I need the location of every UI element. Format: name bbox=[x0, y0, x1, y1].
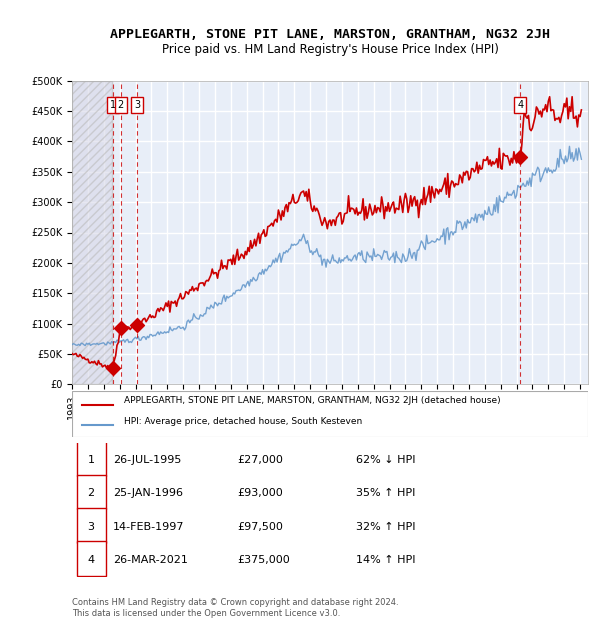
Text: 2: 2 bbox=[118, 100, 124, 110]
Text: HPI: Average price, detached house, South Kesteven: HPI: Average price, detached house, Sout… bbox=[124, 417, 362, 427]
FancyBboxPatch shape bbox=[77, 508, 106, 542]
Text: 26-JUL-1995: 26-JUL-1995 bbox=[113, 455, 182, 465]
Text: 2: 2 bbox=[88, 489, 95, 498]
Bar bbox=[72, 81, 112, 384]
Text: 4: 4 bbox=[517, 100, 523, 110]
Text: £27,000: £27,000 bbox=[237, 455, 283, 465]
FancyBboxPatch shape bbox=[77, 541, 106, 576]
Text: Price paid vs. HM Land Registry's House Price Index (HPI): Price paid vs. HM Land Registry's House … bbox=[161, 43, 499, 56]
Text: £93,000: £93,000 bbox=[237, 489, 283, 498]
Text: 14% ↑ HPI: 14% ↑ HPI bbox=[356, 555, 415, 565]
Text: 3: 3 bbox=[88, 521, 95, 531]
Point bbox=[108, 363, 118, 373]
Text: 3: 3 bbox=[134, 100, 140, 110]
Text: Contains HM Land Registry data © Crown copyright and database right 2024.
This d: Contains HM Land Registry data © Crown c… bbox=[72, 598, 398, 618]
Point bbox=[133, 320, 142, 330]
FancyBboxPatch shape bbox=[72, 391, 588, 437]
FancyBboxPatch shape bbox=[77, 441, 106, 476]
Text: 35% ↑ HPI: 35% ↑ HPI bbox=[356, 489, 415, 498]
FancyBboxPatch shape bbox=[77, 475, 106, 509]
Text: £97,500: £97,500 bbox=[237, 521, 283, 531]
Text: APPLEGARTH, STONE PIT LANE, MARSTON, GRANTHAM, NG32 2JH: APPLEGARTH, STONE PIT LANE, MARSTON, GRA… bbox=[110, 28, 550, 41]
Text: £375,000: £375,000 bbox=[237, 555, 290, 565]
Text: 4: 4 bbox=[88, 555, 95, 565]
Text: 26-MAR-2021: 26-MAR-2021 bbox=[113, 555, 188, 565]
Text: 1: 1 bbox=[110, 100, 116, 110]
Text: 1: 1 bbox=[88, 455, 95, 465]
Text: 14-FEB-1997: 14-FEB-1997 bbox=[113, 521, 185, 531]
Point bbox=[515, 152, 525, 162]
Text: 62% ↓ HPI: 62% ↓ HPI bbox=[356, 455, 415, 465]
Text: APPLEGARTH, STONE PIT LANE, MARSTON, GRANTHAM, NG32 2JH (detached house): APPLEGARTH, STONE PIT LANE, MARSTON, GRA… bbox=[124, 396, 500, 405]
Text: 25-JAN-1996: 25-JAN-1996 bbox=[113, 489, 183, 498]
Point bbox=[116, 323, 125, 333]
Text: 32% ↑ HPI: 32% ↑ HPI bbox=[356, 521, 415, 531]
Bar bbox=[72, 81, 112, 384]
